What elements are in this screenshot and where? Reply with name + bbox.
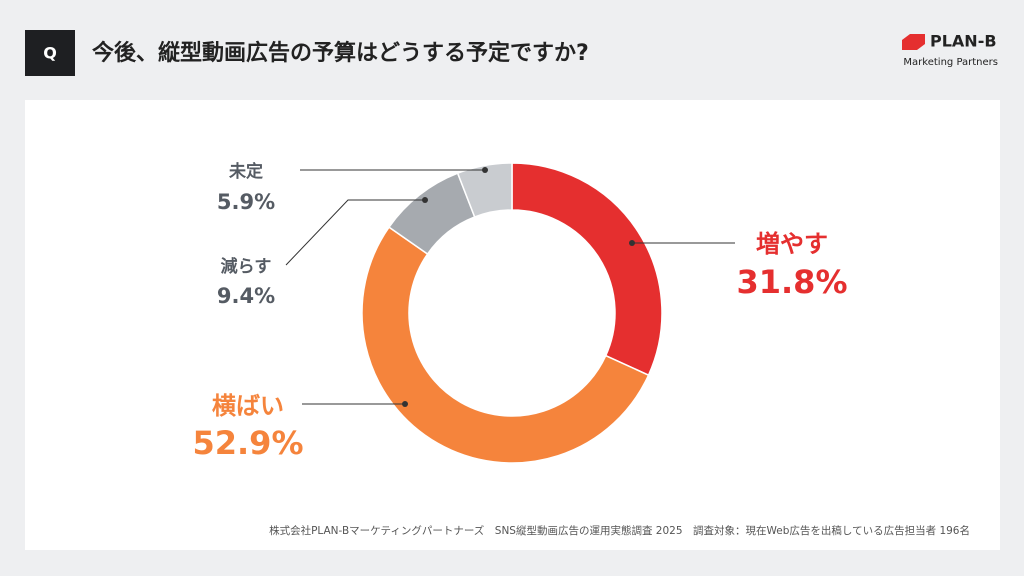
donut-segment	[361, 226, 650, 464]
donut-segment	[511, 162, 663, 377]
value-label: 52.9%	[192, 424, 303, 462]
value-label: 9.4%	[217, 284, 275, 308]
category-label: 増やす	[756, 230, 828, 258]
title: 今後、縦型動画広告の予算はどうする予定ですか?	[92, 40, 589, 66]
footnote: 株式会社PLAN-Bマーケティングパートナーズ SNS縦型動画広告の運用実態調査…	[269, 524, 970, 537]
donut-chart: 増やす 31.8% 横ばい 52.9% 減らす 9.4% 未定 5.9%	[192, 161, 848, 464]
q-label: Q	[43, 44, 57, 63]
logo-icon	[902, 34, 925, 50]
donut-segment	[456, 162, 513, 218]
logo: PLAN-B	[930, 32, 997, 51]
logo-sub: Marketing Partners	[903, 57, 998, 68]
category-label: 減らす	[221, 256, 272, 277]
value-label: 5.9%	[217, 190, 275, 214]
leader-dot	[629, 240, 635, 246]
q-box	[25, 30, 75, 76]
category-label: 未定	[228, 161, 263, 182]
leader-line	[285, 199, 425, 266]
leader-dot	[482, 167, 488, 173]
leader-dot	[422, 197, 428, 203]
value-label: 31.8%	[736, 263, 847, 301]
category-label: 横ばい	[212, 392, 284, 420]
leader-dot	[402, 401, 408, 407]
